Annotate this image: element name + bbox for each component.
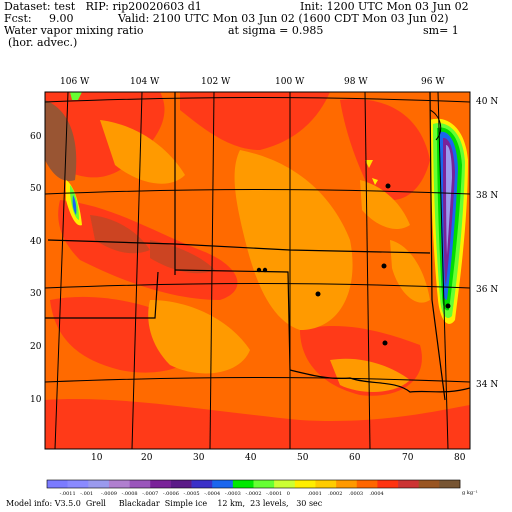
- x-tick-label: 20: [141, 453, 153, 463]
- y-grid-ticks: 10 20 30 40 50 60: [30, 132, 42, 405]
- model-info: Model info: V3.5.0 Grell Blackadar Simpl…: [6, 499, 323, 508]
- colorbar-label: .0003: [349, 491, 363, 497]
- lat-label: 40 N: [476, 97, 498, 107]
- y-tick-label: 60: [30, 132, 42, 142]
- colorbar-label: -.0008: [122, 491, 138, 497]
- colorbar-label: -.0003: [225, 491, 241, 497]
- colorbar-swatch: [191, 480, 213, 488]
- colorbar-label: -.001: [80, 491, 93, 497]
- colorbar: -.0011 -.001 -.0009 -.0008 -.0007 -.0006 -.000…: [46, 479, 461, 497]
- lon-label: 100 W: [275, 77, 305, 87]
- colorbar-label: .0002: [328, 491, 342, 497]
- colorbar-swatch: [377, 480, 399, 488]
- colorbar-swatch: [47, 480, 68, 488]
- colorbar-label: -.0009: [101, 491, 117, 497]
- colorbar-swatch: [439, 480, 461, 488]
- lat-label: 34 N: [476, 380, 498, 390]
- plot-frame: [44, 91, 471, 450]
- y-tick-label: 10: [30, 395, 42, 405]
- colorbar-swatch: [67, 480, 89, 488]
- colorbar-label: .0001: [307, 491, 321, 497]
- valid-time-label: Valid: 2100 UTC Mon 03 Jun 02 (1600 CDT …: [118, 12, 449, 25]
- colorbar-swatch: [108, 480, 130, 488]
- x-tick-label: 60: [349, 453, 361, 463]
- latitude-labels: 40 N 38 N 36 N 34 N: [476, 97, 498, 390]
- colorbar-swatch: [232, 480, 254, 488]
- colorbar-label: .0004: [369, 491, 383, 497]
- x-tick-label: 80: [454, 453, 466, 463]
- lon-label: 98 W: [344, 77, 368, 87]
- x-tick-label: 40: [245, 453, 257, 463]
- lon-label: 102 W: [201, 77, 231, 87]
- lon-label: 96 W: [421, 77, 445, 87]
- colorbar-swatch: [274, 480, 296, 488]
- colorbar-swatch: [88, 480, 110, 488]
- forecast-label: Fcst: 9.00: [4, 12, 74, 25]
- x-tick-label: 50: [297, 453, 309, 463]
- y-tick-label: 40: [30, 237, 42, 247]
- x-tick-label: 30: [193, 453, 205, 463]
- colorbar-swatch: [170, 480, 192, 488]
- colorbar-label: -.0011: [60, 491, 76, 497]
- x-tick-label: 70: [402, 453, 414, 463]
- y-tick-label: 50: [30, 184, 42, 194]
- longitude-labels: 106 W 104 W 102 W 100 W 98 W 96 W: [60, 77, 445, 87]
- colorbar-swatch: [129, 480, 151, 488]
- x-grid-ticks: 10 20 30 40 50 60 70 80: [91, 453, 466, 463]
- colorbar-label: 0: [287, 491, 290, 497]
- lat-label: 38 N: [476, 191, 498, 201]
- colorbar-swatch: [212, 480, 234, 488]
- colorbar-frame: [46, 479, 461, 489]
- x-tick-label: 10: [91, 453, 103, 463]
- colorbar-label: -.0002: [246, 491, 262, 497]
- lon-label: 106 W: [60, 77, 90, 87]
- colorbar-label: -.0006: [163, 491, 179, 497]
- colorbar-label: -.0005: [184, 491, 200, 497]
- colorbar-unit: g kg⁻¹: [462, 490, 478, 496]
- colorbar-swatch: [253, 480, 275, 488]
- y-tick-label: 20: [30, 342, 42, 352]
- smoothing-label: sm= 1: [423, 24, 459, 37]
- y-tick-label: 30: [30, 289, 42, 299]
- init-label: Init: 1200 UTC Mon 03 Jun 02: [300, 0, 469, 13]
- lon-label: 104 W: [130, 77, 160, 87]
- colorbar-swatch: [315, 480, 337, 488]
- colorbar-label: -.0007: [142, 491, 158, 497]
- colorbar-swatch: [398, 480, 419, 488]
- station-markers: [256, 183, 451, 346]
- colorbar-swatch: [418, 480, 440, 488]
- field-name: Water vapor mixing ratio: [4, 24, 144, 37]
- map-overlay: [45, 92, 470, 449]
- colorbar-swatch: [150, 480, 172, 488]
- advection-label: (hor. advec.): [8, 36, 78, 49]
- colorbar-label: -.0001: [266, 491, 282, 497]
- colorbar-swatch: [336, 480, 358, 488]
- dataset-label: Dataset: test RIP: rip20020603 d1: [4, 0, 202, 13]
- level-label: at sigma = 0.985: [228, 24, 324, 37]
- lat-label: 36 N: [476, 285, 498, 295]
- colorbar-swatch: [356, 480, 378, 488]
- colorbar-label: -.0004: [204, 491, 220, 497]
- colorbar-swatch: [294, 480, 316, 488]
